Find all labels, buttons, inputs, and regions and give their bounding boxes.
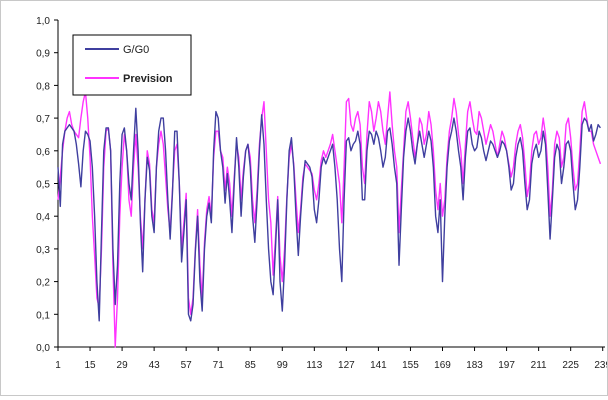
x-tick-label: 85 (245, 360, 257, 371)
x-tick-label: 43 (149, 360, 161, 371)
x-tick-label: 29 (117, 360, 129, 371)
x-tick-label: 183 (466, 360, 483, 371)
legend-label-prevision: Prevision (123, 73, 173, 85)
legend-label-g-g0: G/G0 (123, 44, 149, 56)
y-tick-label: 0,4 (36, 212, 50, 223)
legend: G/G0 Prevision (72, 34, 192, 96)
x-tick-label: 141 (370, 360, 387, 371)
x-tick-label: 71 (213, 360, 225, 371)
x-tick-label: 57 (181, 360, 193, 371)
y-tick-label: 0,3 (36, 245, 50, 256)
y-tick-label: 0,8 (36, 81, 50, 92)
x-tick-label: 197 (498, 360, 515, 371)
x-tick-label: 155 (402, 360, 419, 371)
x-tick-label: 15 (84, 360, 96, 371)
x-tick-label: 1 (55, 360, 61, 371)
y-tick-label: 0,9 (36, 49, 50, 60)
y-tick-label: 0,1 (36, 310, 50, 321)
x-tick-label: 225 (562, 360, 579, 371)
x-tick-label: 99 (277, 360, 289, 371)
x-tick-label: 169 (434, 360, 451, 371)
x-axis: 1 15 29 43 57 71 85 99 113 127 141 155 169 183 197 211 2… (55, 346, 608, 371)
series-line-g-g0 (57, 107, 601, 322)
y-tick-label: 0,6 (36, 147, 50, 158)
y-tick-label: 1,0 (36, 16, 50, 27)
x-tick-label: 113 (306, 360, 322, 371)
series-line-prevision (57, 91, 602, 348)
y-tick-label: 0,7 (36, 114, 50, 125)
y-axis: 0,0 0,1 0,2 0,3 0,4 0,5 0,6 0,7 0,8 0,9 1,0 (36, 16, 59, 354)
series-lines (57, 91, 602, 348)
x-tick-label: 239 (594, 360, 607, 371)
y-tick-label: 0,0 (36, 343, 50, 354)
x-tick-label: 211 (531, 360, 547, 371)
y-tick-label: 0,5 (36, 180, 50, 191)
x-tick-label: 127 (338, 360, 355, 371)
y-tick-label: 0,2 (36, 278, 50, 289)
legend-box (72, 34, 192, 96)
